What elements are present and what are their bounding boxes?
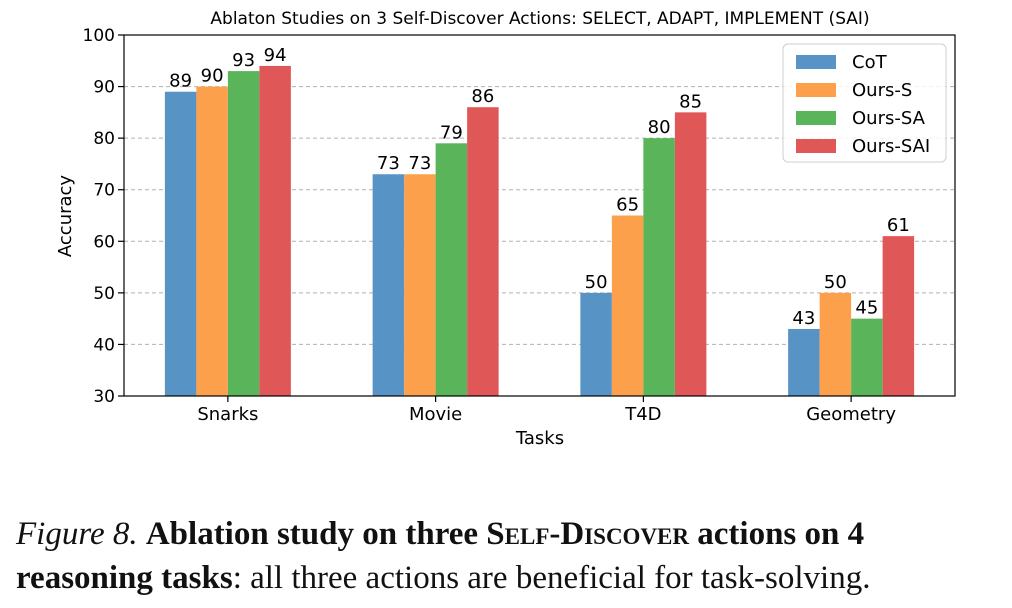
- legend-swatch: [796, 83, 836, 97]
- caption-bold-part2: actions on 4 reasoning tasks: [16, 516, 865, 596]
- bar: [819, 292, 852, 396]
- y-tick-label: 70: [93, 181, 115, 201]
- legend-label: Ours-S: [852, 80, 912, 101]
- bar-value-label: 94: [264, 45, 287, 66]
- bar-value-label: 93: [232, 50, 255, 71]
- grid-lines: [124, 86, 955, 345]
- bar-value-label: 86: [471, 86, 494, 107]
- bar-value-label: 50: [824, 272, 847, 293]
- bar: [404, 174, 436, 396]
- bar-chart: Ablaton Studies on 3 Self-Discover Actio…: [55, 9, 956, 449]
- bar: [580, 292, 612, 396]
- legend-label: Ours-SAI: [852, 136, 930, 157]
- bars: [164, 65, 915, 397]
- bar-value-label: 79: [440, 122, 463, 143]
- legend-label: Ours-SA: [852, 108, 926, 129]
- y-tick-label: 50: [93, 284, 115, 304]
- caption-bold-part1: Ablation study on three: [145, 516, 479, 552]
- bar: [851, 318, 883, 396]
- bar: [372, 174, 405, 396]
- y-tick-label: 90: [93, 78, 115, 98]
- bar: [435, 143, 468, 396]
- y-tick-label: 30: [93, 387, 115, 407]
- bar: [164, 91, 197, 396]
- bar-value-label: 89: [169, 71, 192, 92]
- y-tick-label: 80: [93, 129, 115, 149]
- bar-value-label: 73: [408, 153, 431, 174]
- legend-swatch: [796, 139, 836, 153]
- figure-caption: Figure 8. Ablation study on three Self-D…: [16, 512, 1006, 600]
- bar: [611, 215, 644, 396]
- bar: [467, 107, 499, 396]
- bar: [196, 86, 228, 397]
- x-tick-label: Snarks: [197, 404, 258, 425]
- bar: [882, 236, 915, 396]
- legend-label: CoT: [852, 52, 888, 73]
- bar: [674, 112, 707, 396]
- legend-swatch: [796, 55, 836, 69]
- bar-value-label: 50: [585, 272, 608, 293]
- value-labels: 89 90 93 94 73 73 79 86 50 65 80 85 43 50 45 61: [169, 45, 910, 329]
- y-tick-label: 60: [93, 232, 115, 252]
- legend-swatch: [796, 111, 836, 125]
- y-axis: 30 40 50 60 70 80 90 100: [83, 26, 124, 407]
- caption-figure-label: Figure 8.: [16, 516, 138, 552]
- bar-value-label: 90: [201, 66, 224, 87]
- y-axis-label: Accuracy: [55, 175, 76, 258]
- bar: [788, 328, 820, 396]
- caption-self-discover: Self-Discover: [486, 516, 690, 552]
- x-axis: Snarks Movie T4D Geometry: [197, 396, 896, 425]
- bar-value-label: 61: [887, 215, 910, 236]
- x-tick-label: Movie: [409, 404, 462, 425]
- x-tick-label: T4D: [624, 404, 661, 425]
- bar-value-label: 65: [616, 195, 639, 216]
- x-axis-label: Tasks: [515, 428, 564, 449]
- bar: [643, 138, 675, 396]
- x-tick-label: Geometry: [806, 404, 896, 425]
- legend: CoT Ours-S Ours-SA Ours-SAI: [782, 43, 947, 163]
- legend-box: [782, 43, 947, 163]
- bar: [259, 65, 291, 396]
- bar-value-label: 73: [377, 153, 400, 174]
- y-tick-label: 100: [83, 26, 115, 46]
- bar: [227, 71, 260, 396]
- bar-value-label: 80: [648, 117, 671, 138]
- bar-value-label: 85: [679, 91, 702, 112]
- plot-area-frame: [123, 34, 956, 397]
- bar-value-label: 43: [792, 308, 815, 329]
- y-tick-label: 40: [93, 335, 115, 355]
- chart-title: Ablaton Studies on 3 Self-Discover Actio…: [210, 9, 869, 29]
- caption-rest: : all three actions are beneficial for t…: [232, 560, 871, 596]
- bar-value-label: 45: [855, 298, 878, 319]
